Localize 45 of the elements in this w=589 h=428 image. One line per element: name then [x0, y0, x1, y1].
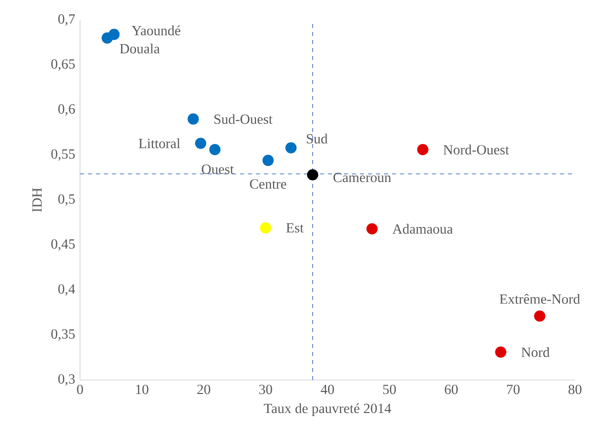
point — [209, 144, 220, 156]
x-tick-label: 70 — [507, 384, 520, 394]
annotation: Extrême-Nord — [500, 294, 580, 304]
y-tick-label: 0,4 — [58, 284, 76, 296]
point — [195, 138, 206, 149]
x-tick-label: 80 — [568, 384, 582, 394]
y-axis-title: IDH — [32, 188, 42, 212]
x-tick-label: 30 — [259, 384, 272, 394]
x-tick-label: 60 — [444, 384, 458, 394]
annotation: Douala — [120, 44, 160, 54]
point — [102, 32, 113, 44]
x-tick-label: 40 — [320, 384, 334, 394]
annotation: Nord — [521, 347, 550, 358]
annotation: Sud — [306, 134, 328, 144]
y-tick-label: 0,55 — [51, 149, 75, 161]
annotation: Cameroun — [333, 172, 392, 182]
point — [262, 154, 274, 166]
point — [307, 169, 318, 180]
annotation: Adamaoua — [392, 224, 453, 234]
y-tick-label: 0,5 — [58, 194, 75, 206]
annotation: Est — [286, 223, 304, 233]
annotation: Yaoundé — [132, 25, 180, 36]
point — [534, 310, 546, 322]
y-tick-label: 0,45 — [51, 239, 75, 251]
x-tick-label: 0 — [77, 384, 83, 394]
point — [417, 144, 428, 156]
y-tick-label: 0,3 — [58, 374, 75, 386]
point — [495, 346, 506, 358]
annotation: Ouest — [202, 164, 234, 174]
annotation: Sud-Ouest — [214, 114, 273, 124]
point — [285, 142, 297, 154]
annotation: Littoral — [138, 138, 180, 148]
annotation: Centre — [250, 179, 286, 189]
annotation: Nord-Ouest — [443, 144, 510, 155]
point — [366, 223, 378, 234]
x-tick-label: 50 — [383, 384, 396, 394]
y-tick-label: 0,65 — [51, 59, 75, 71]
y-tick-label: 0,6 — [58, 104, 75, 116]
x-tick-label: 20 — [197, 384, 210, 394]
point — [260, 222, 272, 234]
y-tick-label: 0,35 — [51, 329, 75, 341]
x-tick-label: 10 — [136, 384, 148, 394]
y-tick-label: 0,7 — [58, 14, 75, 26]
x-axis-title: Taux de pauvreté 2014 — [264, 403, 392, 416]
point — [188, 113, 199, 125]
